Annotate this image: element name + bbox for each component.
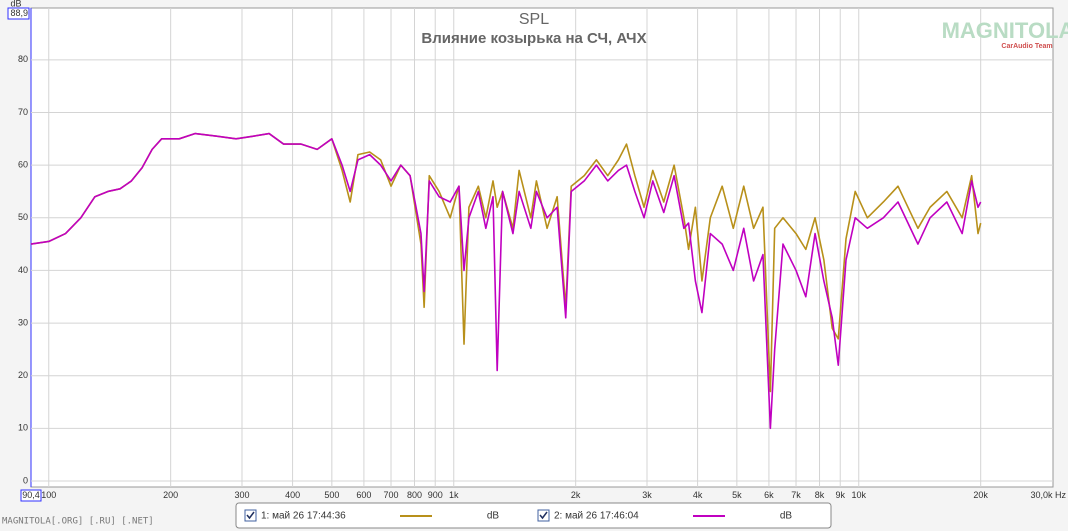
chart-title: SPL: [519, 11, 549, 28]
x-tick-label: 30,0k Hz: [1030, 490, 1066, 500]
x-tick-label: 9k: [835, 490, 845, 500]
x-tick-label: 500: [324, 490, 339, 500]
axis-end-box: [20, 489, 42, 502]
y-tick-label: 40: [18, 265, 28, 275]
plot-area: [30, 7, 1054, 488]
y-tick-label: 30: [18, 317, 28, 327]
watermark-sub: CarAudio Team: [1001, 43, 1052, 50]
x-tick-label: 7k: [791, 490, 801, 500]
x-tick-label: 90,4: [22, 490, 40, 500]
checkmark: [246, 511, 255, 520]
x-tick-label: 700: [384, 490, 399, 500]
y-axis-label: dB: [10, 0, 21, 8]
x-tick-label: 10k: [852, 490, 867, 500]
x-tick-label: 300: [234, 490, 249, 500]
x-tick-label: 600: [356, 490, 371, 500]
y-tick-label: 80: [18, 54, 28, 64]
x-tick-label: 6k: [764, 490, 774, 500]
y-tick-label: 0: [23, 475, 28, 485]
lines: [30, 132, 982, 430]
footer: MAGNITOLA[.ORG] [.RU] [.NET]: [2, 517, 154, 527]
x-tick-label: 2k: [571, 490, 581, 500]
x-tick-label: 900: [428, 490, 443, 500]
checkmark: [539, 511, 548, 520]
legend-unit: dB: [780, 511, 793, 522]
x-tick-label: 8k: [815, 490, 825, 500]
y-tick-label: 88,9: [10, 8, 28, 18]
legend-unit: dB: [487, 511, 500, 522]
chart-subtitle: Влияние козырька на СЧ, АЧХ: [421, 30, 646, 47]
legend: [235, 502, 832, 529]
y-tick-label: 10: [18, 423, 28, 433]
x-tick-label: 3k: [642, 490, 652, 500]
y-tick-label: 20: [18, 370, 28, 380]
x-tick-label: 5k: [732, 490, 742, 500]
y-tick-label: 50: [18, 212, 28, 222]
series-line: [30, 132, 982, 430]
y-tick-label: 70: [18, 107, 28, 117]
x-tick-label: 200: [163, 490, 178, 500]
watermark: MAGNITOLA: [942, 18, 1068, 43]
x-tick-label: 1k: [449, 490, 459, 500]
x-tick-label: 20k: [973, 490, 988, 500]
y-tick-label: 60: [18, 160, 28, 170]
x-tick-label: 400: [285, 490, 300, 500]
grid: [31, 8, 1053, 487]
legend-label: 1: май 26 17:44:36: [261, 511, 346, 522]
x-tick-label: 100: [41, 490, 56, 500]
x-tick-label: 4k: [693, 490, 703, 500]
legend-entries: 1: май 26 17:44:36 dB 2: май 26 17:46:04 dB: [244, 509, 793, 522]
axis-end-box: [7, 7, 30, 20]
legend-label: 2: май 26 17:46:04: [554, 511, 639, 522]
x-tick-label: 800: [407, 490, 422, 500]
